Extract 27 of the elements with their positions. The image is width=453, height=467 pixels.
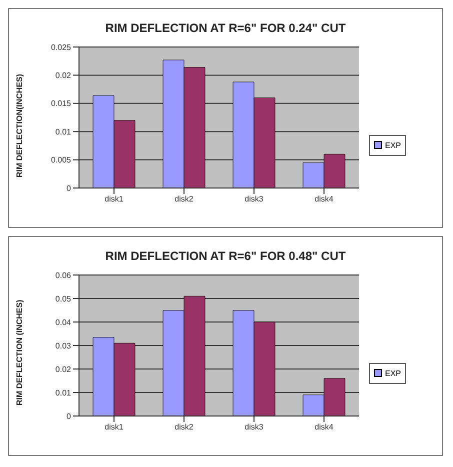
y-tick-label: 0: [66, 184, 72, 193]
y-axis-title: RIM DEFLECTION(INCHES): [14, 74, 24, 178]
x-tick-label: disk4: [314, 194, 334, 204]
y-tick-label: 0.05: [55, 294, 72, 304]
y-tick-label: 0: [66, 412, 72, 421]
y-tick-label: 0.03: [55, 341, 72, 350]
y-axis-title: RIM DEFLECTION (INCHES): [14, 299, 24, 406]
x-tick-label: disk2: [174, 422, 194, 432]
y-tick-label: 0.02: [55, 364, 72, 374]
y-tick-label: 0.06: [55, 270, 72, 280]
y-tick-label: 0.005: [50, 156, 72, 165]
x-tick-label: disk2: [174, 194, 194, 204]
x-tick-label: disk4: [314, 422, 334, 432]
x-tick-label: disk3: [244, 194, 264, 204]
x-tick-label: disk1: [104, 194, 124, 204]
y-tick-label: 0.04: [55, 318, 72, 327]
legend-label: EXP: [385, 140, 402, 150]
legend-label: EXP: [385, 368, 402, 378]
x-tick-label: disk1: [104, 422, 124, 432]
y-tick-label: 0.02: [55, 71, 72, 80]
chart-title: RIM DEFLECTION AT R=6" FOR 0.24" CUT: [104, 21, 347, 35]
y-tick-label: 0.01: [55, 127, 72, 136]
x-tick-label: disk3: [244, 422, 264, 432]
y-tick-label: 0.015: [50, 99, 72, 108]
chart-title: RIM DEFLECTION AT R=6" FOR 0.48" CUT: [104, 249, 347, 263]
y-tick-label: 0.01: [55, 388, 72, 398]
y-tick-label: 0.025: [50, 42, 72, 52]
